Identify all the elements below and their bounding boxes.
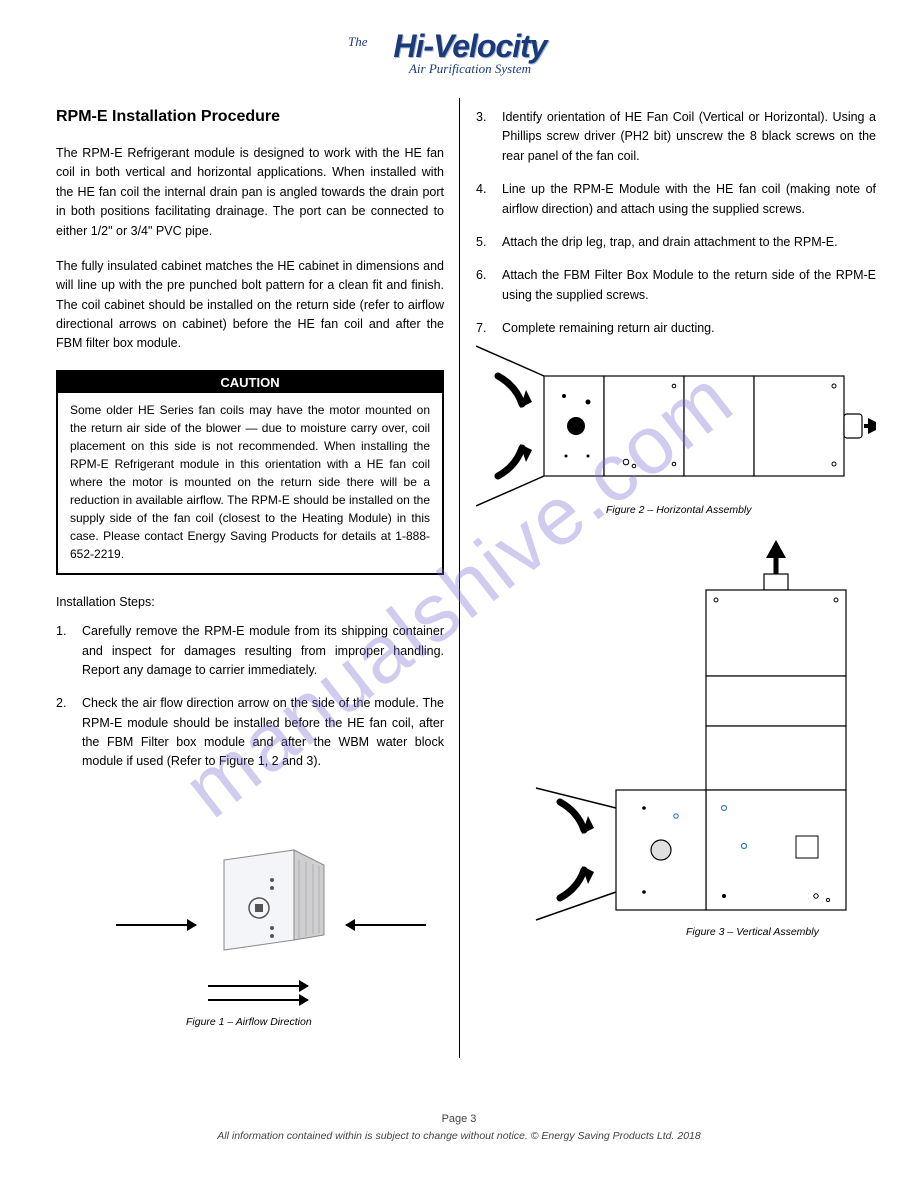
paragraph-2: The fully insulated cabinet matches the … (56, 257, 444, 354)
step-5-text: Attach the drip leg, trap, and drain att… (502, 233, 876, 252)
step-1-text: Carefully remove the RPM-E module from i… (82, 622, 444, 680)
arrow-right-icon (116, 915, 196, 929)
figure-3-svg (476, 540, 876, 960)
step-1-num: 1. (56, 622, 72, 680)
logo-the: The (348, 34, 368, 50)
figure-2: Figure 2 – Horizontal Assembly (476, 336, 876, 516)
figure-1: Figure 1 – Airflow Direction (56, 830, 444, 1030)
paragraph-1: The RPM-E Refrigerant module is designed… (56, 144, 444, 241)
figure-2-caption: Figure 2 – Horizontal Assembly (606, 504, 752, 516)
section-title: RPM-E Installation Procedure (56, 108, 444, 126)
column-divider (459, 98, 460, 1058)
caution-box: CAUTION Some older HE Series fan coils m… (56, 370, 444, 575)
figure-3-caption: Figure 3 – Vertical Assembly (686, 926, 819, 938)
left-column: RPM-E Installation Procedure The RPM-E R… (56, 108, 444, 786)
step-6-text: Attach the FBM Filter Box Module to the … (502, 266, 876, 305)
step-2: 2. Check the air flow direction arrow on… (56, 694, 444, 772)
step-4-text: Line up the RPM-E Module with the HE fan… (502, 180, 876, 219)
step-5: 5. Attach the drip leg, trap, and drain … (476, 233, 876, 252)
step-3: 3. Identify orientation of HE Fan Coil (… (476, 108, 876, 166)
page-footer: Page 3 All information contained within … (0, 1112, 918, 1144)
steps-header: Installation Steps: (56, 593, 444, 612)
caution-title: CAUTION (58, 372, 442, 393)
step-6-num: 6. (476, 266, 492, 305)
brand-logo: The Hi-Velocity Air Purification System (348, 28, 570, 77)
step-3-num: 3. (476, 108, 492, 166)
step-3-text: Identify orientation of HE Fan Coil (Ver… (502, 108, 876, 166)
step-2-num: 2. (56, 694, 72, 772)
figure-1-unit (214, 840, 334, 960)
footer-copyright: All information contained within is subj… (0, 1129, 918, 1144)
figure-3: Figure 3 – Vertical Assembly (476, 540, 876, 960)
step-4-num: 4. (476, 180, 492, 219)
figure-2-svg (476, 336, 876, 516)
page-number: Page 3 (0, 1112, 918, 1127)
step-4: 4. Line up the RPM-E Module with the HE … (476, 180, 876, 219)
step-2-text: Check the air flow direction arrow on th… (82, 694, 444, 772)
figure-1-caption: Figure 1 – Airflow Direction (186, 1016, 312, 1028)
right-column: 3. Identify orientation of HE Fan Coil (… (476, 108, 876, 352)
airflow-arrow-pair-icon (208, 976, 308, 1004)
step-5-num: 5. (476, 233, 492, 252)
step-6: 6. Attach the FBM Filter Box Module to t… (476, 266, 876, 305)
caution-text: Some older HE Series fan coils may have … (70, 401, 430, 563)
step-1: 1. Carefully remove the RPM-E module fro… (56, 622, 444, 680)
logo-main: Hi-Velocity (393, 28, 546, 65)
arrow-left-icon (346, 915, 426, 929)
